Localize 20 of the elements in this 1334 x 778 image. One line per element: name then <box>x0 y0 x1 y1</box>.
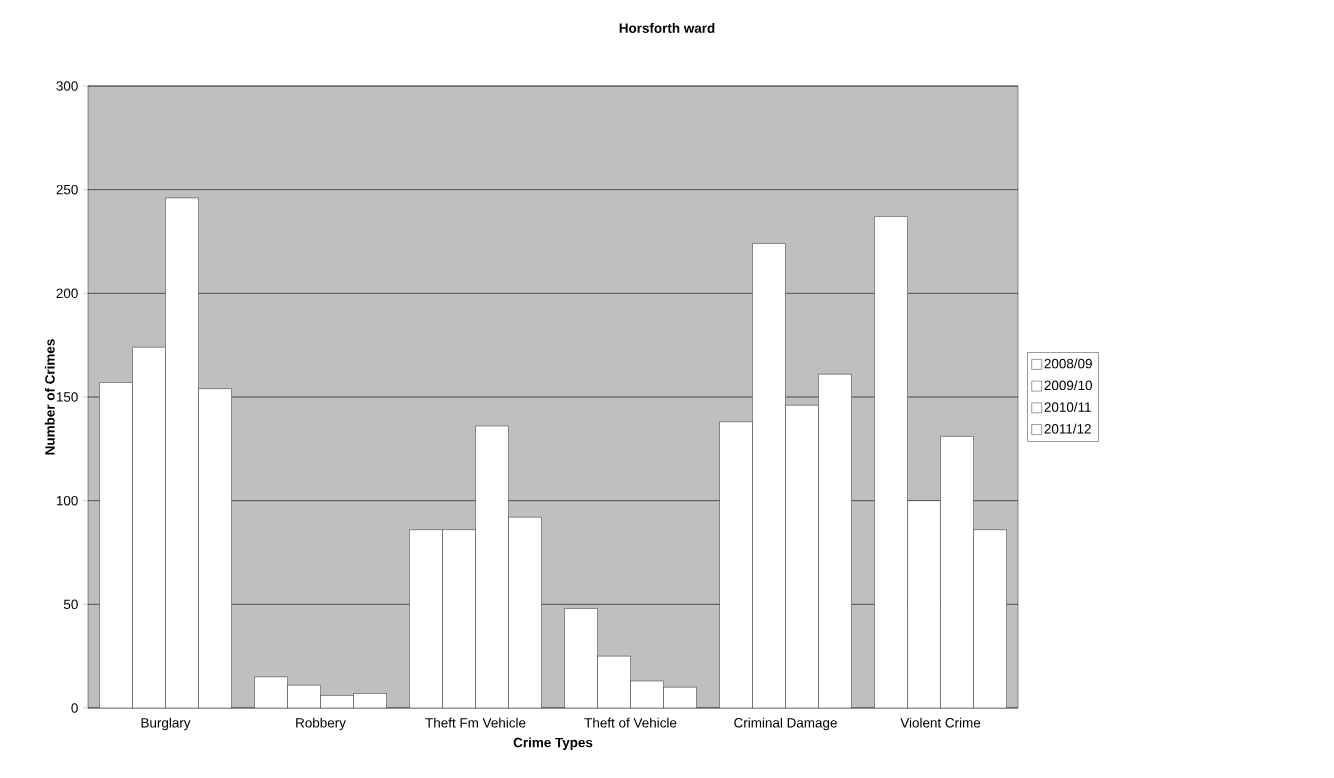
y-tick-label: 0 <box>71 703 78 713</box>
legend-label: 2010/11 <box>1044 401 1091 412</box>
x-tick-label: Theft of Vehicle <box>584 717 677 728</box>
y-tick-label: 200 <box>56 288 78 299</box>
y-tick-label: 250 <box>56 184 78 195</box>
y-tick-label: 150 <box>56 392 78 402</box>
legend-label: 2009/10 <box>1044 380 1092 391</box>
y-tick-label: 50 <box>63 599 78 610</box>
x-tick-label: Robbery <box>296 717 346 731</box>
x-tick-label: Criminal Damage <box>734 717 837 731</box>
x-axis-title: Crime Types <box>513 737 593 750</box>
chart-title: Horsforth ward <box>619 23 715 33</box>
x-tick-label: Violent Crime <box>900 717 981 728</box>
x-tick-label: Burglary <box>141 717 191 731</box>
y-axis-title: Number of Crimes <box>44 339 55 455</box>
y-tick-label: 100 <box>56 495 78 506</box>
x-tick-label: Theft Fm Vehicle <box>425 717 526 728</box>
y-tick-label: 300 <box>56 81 78 91</box>
legend-label: 2008/09 <box>1044 358 1092 369</box>
legend-label: 2011/12 <box>1044 423 1091 434</box>
